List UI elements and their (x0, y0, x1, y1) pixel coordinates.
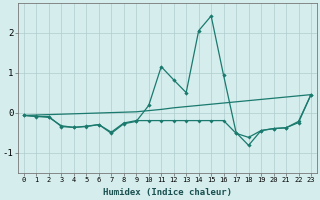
X-axis label: Humidex (Indice chaleur): Humidex (Indice chaleur) (103, 188, 232, 197)
